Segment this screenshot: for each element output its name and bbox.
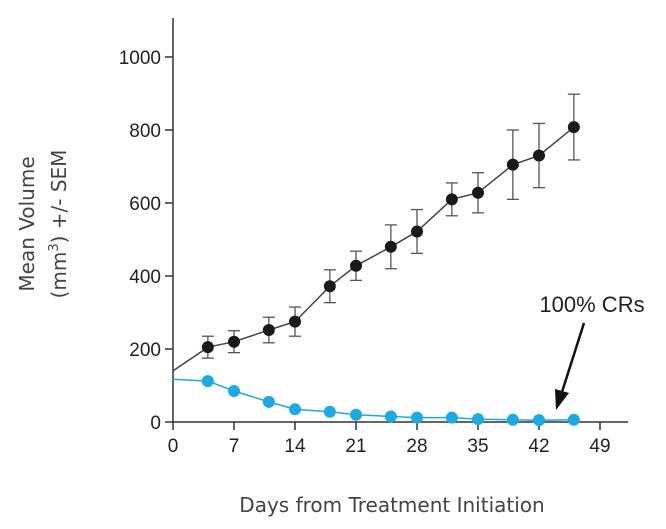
y-ticks: 0 200 400 600 800 1000 xyxy=(119,48,173,434)
data-point xyxy=(323,280,336,293)
x-tick-label: 7 xyxy=(229,436,240,457)
y-axis-title-line1: Mean Volume xyxy=(15,156,39,291)
data-point xyxy=(201,375,214,388)
y-tick-label: 0 xyxy=(150,413,161,434)
data-point xyxy=(506,413,519,426)
y-axis-title-line2: (mm3) +/- SEM xyxy=(47,150,71,299)
data-point xyxy=(201,341,214,354)
y-tick-label: 1000 xyxy=(119,48,161,69)
y-tick-label: 800 xyxy=(129,121,161,142)
data-point xyxy=(262,395,275,408)
axes xyxy=(172,18,628,423)
data-point xyxy=(472,413,484,426)
y-tick-label: 400 xyxy=(129,267,161,288)
x-tick-label: 35 xyxy=(467,436,488,457)
data-point xyxy=(472,186,484,199)
x-tick-label: 28 xyxy=(406,436,427,457)
x-tick-label: 14 xyxy=(284,436,306,457)
data-point xyxy=(384,410,397,423)
data-point xyxy=(384,240,397,253)
data-point xyxy=(262,324,275,337)
data-point xyxy=(533,414,545,427)
x-tick-label: 49 xyxy=(589,436,610,457)
data-point xyxy=(506,158,519,171)
x-tick-label: 0 xyxy=(168,436,179,457)
series-0 xyxy=(172,93,580,372)
data-point xyxy=(445,193,458,206)
data-point xyxy=(411,411,423,424)
data-point xyxy=(289,315,301,328)
annotation-label: 100% CRs xyxy=(539,292,644,317)
data-point xyxy=(228,384,240,397)
y-tick-label: 200 xyxy=(129,340,161,361)
data-point xyxy=(567,121,580,134)
data-point xyxy=(567,413,580,426)
x-ticks: 0 7 14 21 28 35 42 49 xyxy=(168,422,611,457)
data-point xyxy=(289,403,301,416)
series-line xyxy=(172,126,575,372)
data-point xyxy=(350,259,362,272)
data-point xyxy=(411,225,423,238)
x-tick-label: 42 xyxy=(528,436,549,457)
x-tick-label: 21 xyxy=(345,436,366,457)
data-point xyxy=(228,335,240,348)
data-point xyxy=(350,408,362,421)
x-axis-title: Days from Treatment Initiation xyxy=(239,493,544,517)
series-layer xyxy=(172,93,580,427)
y-tick-label: 600 xyxy=(129,194,161,215)
data-point xyxy=(533,149,545,162)
annotation-arrow xyxy=(555,322,586,410)
series-1 xyxy=(172,375,580,427)
data-point xyxy=(445,411,458,424)
data-point xyxy=(323,405,336,418)
